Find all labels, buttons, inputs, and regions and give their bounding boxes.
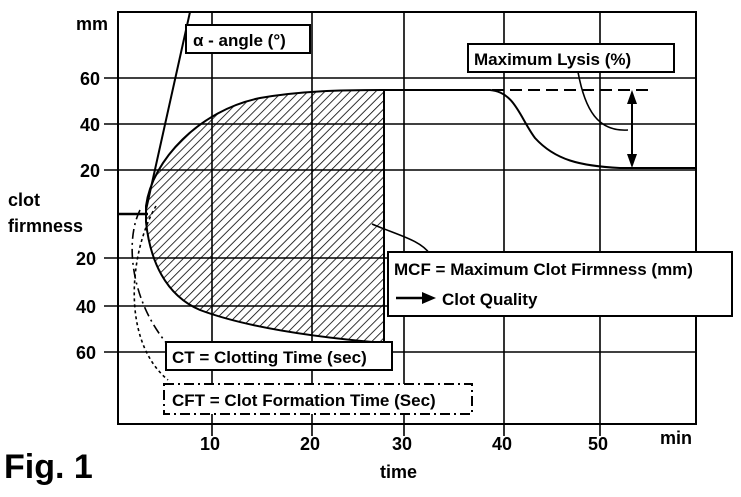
clot-area-hatched — [145, 88, 385, 345]
max-lysis-arrow — [627, 90, 637, 168]
x-unit-label: min — [660, 428, 692, 448]
y-tick-20-upper: 20 — [80, 161, 100, 181]
y-tick-60-upper: 60 — [80, 69, 100, 89]
y-tick-20-lower: 20 — [76, 249, 96, 269]
upper-trace-lysis — [384, 89, 696, 169]
mcf-label: MCF = Maximum Clot Firmness (mm) — [394, 260, 693, 279]
mcf-leader — [371, 223, 431, 255]
max-lysis-label: Maximum Lysis (%) — [474, 50, 631, 69]
x-axis-title: time — [380, 462, 417, 482]
mcf-box — [387, 251, 733, 317]
y-tick-40-lower: 40 — [76, 297, 96, 317]
cft-leader — [133, 205, 169, 381]
x-tick-20: 20 — [300, 434, 320, 454]
x-tick-30: 30 — [392, 434, 412, 454]
y-unit-label: mm — [76, 14, 108, 34]
plot-frame — [117, 11, 697, 425]
alpha-angle-box — [185, 24, 311, 54]
ct-leader — [131, 209, 169, 346]
max-lysis-leader — [577, 71, 629, 131]
y-tick-60-lower: 60 — [76, 343, 96, 363]
y-axis-title-line2: firmness — [8, 216, 83, 236]
ct-box — [165, 341, 393, 371]
max-lysis-box — [467, 43, 675, 73]
x-tick-50: 50 — [588, 434, 608, 454]
x-tick-10: 10 — [200, 434, 220, 454]
alpha-angle-tangent — [145, 11, 191, 211]
y-axis-title-line1: clot — [8, 190, 40, 210]
cft-box — [163, 383, 473, 415]
clot-quality-label: Clot Quality — [442, 290, 538, 309]
cft-label: CFT = Clot Formation Time (Sec) — [172, 391, 436, 410]
figure-label: Fig. 1 — [4, 448, 93, 486]
x-tick-40: 40 — [492, 434, 512, 454]
alpha-angle-label: α - angle (°) — [193, 31, 286, 50]
clot-quality-arrow-icon — [396, 292, 436, 304]
y-tick-40-upper: 40 — [80, 115, 100, 135]
ct-label: CT = Clotting Time (sec) — [172, 348, 367, 367]
